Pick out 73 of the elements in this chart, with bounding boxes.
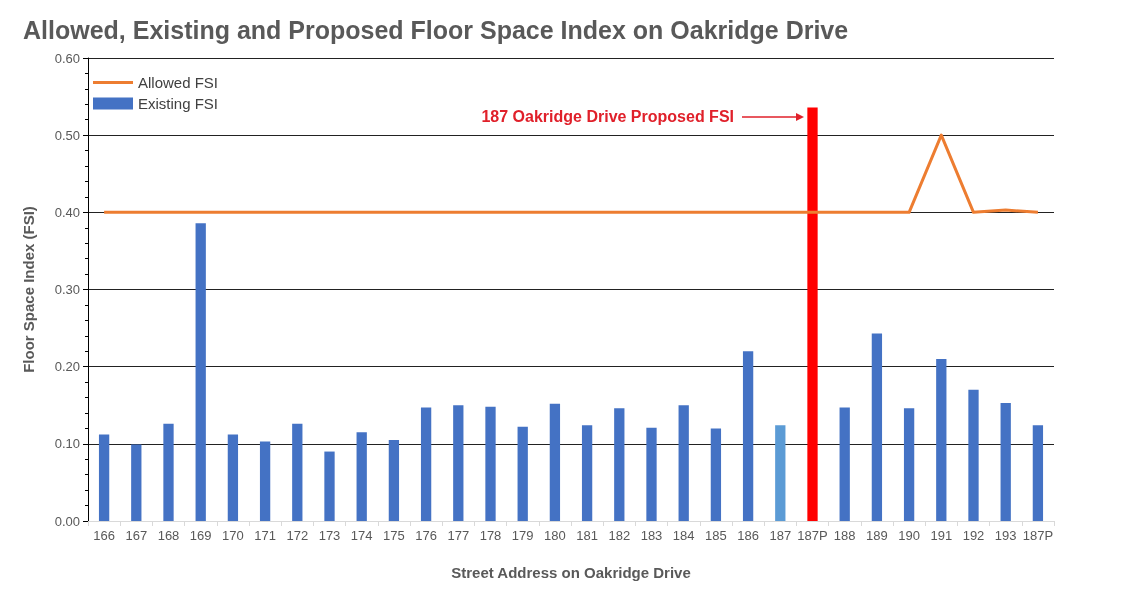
- x-tick-label: 184: [672, 528, 695, 543]
- y-tick-label: 0.00: [54, 513, 80, 529]
- x-tick-label: 176: [415, 528, 437, 543]
- bar: [98, 434, 110, 521]
- y-tick-label: 0.50: [54, 127, 80, 143]
- x-tick-label: 187: [769, 528, 792, 543]
- x-tick-label: 187P: [797, 528, 828, 543]
- bar: [517, 426, 528, 521]
- bar: [903, 408, 915, 521]
- bar: [646, 427, 657, 521]
- x-tick-label: 193: [994, 528, 1017, 543]
- y-tick-label: 0.60: [54, 50, 80, 66]
- bar: [292, 423, 303, 521]
- x-tick-label: 174: [350, 528, 373, 543]
- x-tick-label: 181: [576, 528, 598, 543]
- x-tick-label: 192: [962, 528, 985, 543]
- bar: [324, 451, 335, 521]
- bar: [453, 405, 464, 521]
- x-tick-label: 175: [383, 528, 405, 543]
- bar: [742, 351, 754, 521]
- x-tick-label: 183: [640, 528, 663, 543]
- bar: [936, 358, 947, 521]
- x-tick-label: 191: [930, 528, 953, 543]
- x-tick-label: 168: [157, 528, 180, 543]
- x-tick-label: 190: [898, 528, 920, 543]
- chart-title: Allowed, Existing and Proposed Floor Space Index on Oakridge Drive: [23, 15, 849, 44]
- bar: [839, 407, 850, 521]
- bar: [388, 439, 400, 521]
- x-tick-label: 180: [544, 528, 566, 543]
- x-tick-label: 173: [318, 528, 341, 543]
- bar: [775, 425, 786, 521]
- y-tick-label: 0.30: [54, 282, 80, 297]
- bar: [356, 432, 367, 521]
- legend-label: Allowed FSI: [138, 74, 219, 91]
- bar: [614, 408, 625, 521]
- x-tick-label: 166: [93, 528, 115, 543]
- x-tick-label: 182: [608, 528, 631, 543]
- bar: [968, 389, 979, 521]
- y-axis-title: Floor Space Index (FSI): [20, 206, 37, 373]
- x-tick-label: 177: [447, 528, 470, 543]
- x-tick-label: 169: [189, 528, 212, 543]
- x-tick-label: 167: [125, 528, 148, 543]
- bar: [259, 441, 271, 521]
- bar: [678, 405, 689, 521]
- bar: [420, 407, 432, 521]
- x-tick-label: 185: [705, 528, 727, 543]
- bar: [163, 423, 174, 521]
- x-tick-label: 186: [737, 528, 759, 543]
- x-tick-label: 189: [866, 528, 888, 543]
- x-tick-label: 171: [254, 528, 276, 543]
- bar: [1000, 402, 1011, 521]
- bar: [485, 406, 496, 521]
- bar: [131, 444, 142, 521]
- x-tick-label: 179: [511, 528, 534, 543]
- x-tick-label: 172: [286, 528, 309, 543]
- bar: [227, 434, 239, 521]
- bar: [1032, 425, 1044, 521]
- x-tick-label: 178: [479, 528, 502, 543]
- bar: [871, 333, 883, 521]
- x-tick-label: 188: [833, 528, 856, 543]
- bar: [710, 428, 722, 521]
- legend-label: Existing FSI: [138, 95, 219, 112]
- bar: [549, 403, 561, 521]
- bar: [807, 107, 818, 521]
- annotation: 187 Oakridge Drive Proposed FSI: [481, 108, 734, 126]
- x-axis-title: Street Address on Oakridge Drive: [451, 564, 691, 581]
- y-tick-label: 0.40: [54, 204, 80, 220]
- bar: [581, 425, 593, 521]
- y-tick-label: 0.10: [54, 436, 80, 452]
- bar: [195, 223, 206, 521]
- x-tick-label: 187P: [1022, 528, 1054, 543]
- x-tick-label: 170: [222, 528, 244, 543]
- y-tick-label: 0.20: [54, 359, 80, 375]
